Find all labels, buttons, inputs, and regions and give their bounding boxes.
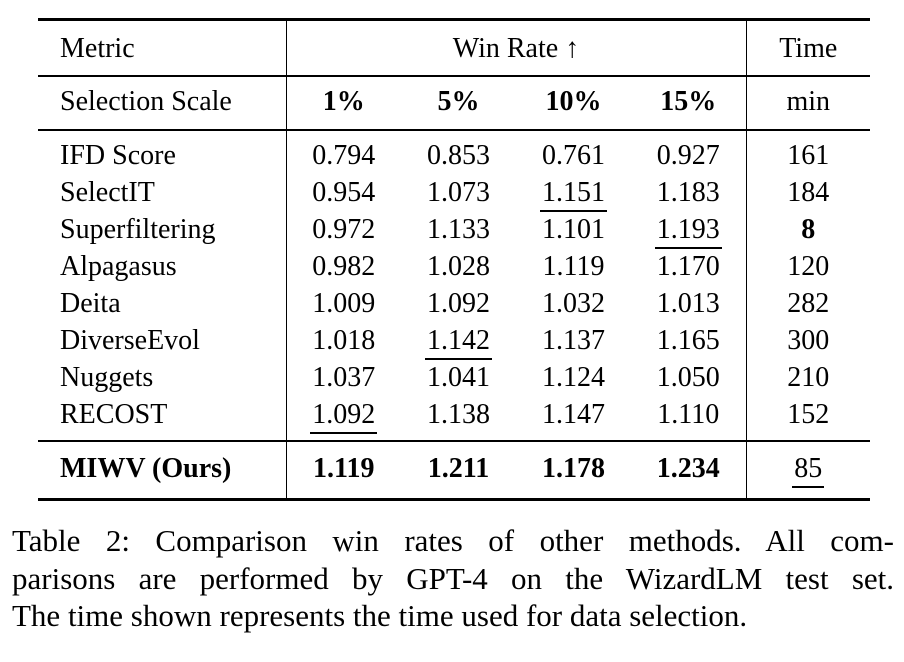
header-scale-5: 5% [401, 76, 516, 131]
win-rate-cell: 1.110 [657, 399, 720, 430]
caption-line: The time shown represents the time used … [12, 598, 748, 633]
win-rate-cell: 1.137 [542, 325, 605, 356]
win-rate-cell: 1.147 [542, 399, 605, 430]
method-name: IFD Score [38, 130, 287, 174]
win-rate-cell: 1.165 [656, 325, 720, 356]
method-name: SelectIT [38, 174, 287, 211]
up-arrow-icon: ↑ [565, 33, 580, 64]
win-rate-cell: 1.073 [427, 177, 490, 208]
win-rate-cell: 0.927 [656, 140, 720, 171]
header-time-unit: min [745, 76, 870, 131]
second-best-value: 1.142 [425, 325, 492, 360]
table-row-alpagasus: Alpagasus 0.982 1.028 1.119 1.170 120 [38, 248, 870, 285]
win-rate-cell: 1.151 [516, 174, 631, 212]
table-row-deita: Deita 1.009 1.092 1.032 1.013 282 [38, 285, 870, 322]
win-rate-cell: 1.092 [286, 396, 401, 441]
table-row-superfiltering: Superfiltering 0.972 1.133 1.101 1.193 8 [38, 211, 870, 249]
table-row-recost: RECOST 1.092 1.138 1.147 1.110 152 [38, 396, 870, 441]
header-row-scales: Selection Scale 1% 5% 10% 15% min [38, 76, 870, 131]
win-rate-cell: 1.119 [286, 440, 401, 500]
method-name: Alpagasus [38, 248, 287, 285]
win-rate-cell: 1.170 [656, 251, 720, 282]
win-rate-cell: 0.954 [312, 177, 376, 208]
win-rate-cell: 0.982 [312, 251, 376, 282]
time-cell: 120 [745, 248, 870, 285]
win-rate-cell: 1.119 [542, 251, 605, 282]
win-rate-cell: 1.028 [427, 251, 490, 282]
table-header: Metric Win Rate ↑ Time Selection Scale 1… [38, 19, 870, 131]
table-row-nuggets: Nuggets 1.037 1.041 1.124 1.050 210 [38, 359, 870, 396]
table-row-diverseevol: DiverseEvol 1.018 1.142 1.137 1.165 300 [38, 322, 870, 360]
second-best-value: 85 [792, 453, 825, 488]
header-win-rate: Win Rate ↑ [286, 19, 746, 77]
win-rate-cell: 1.138 [427, 399, 490, 430]
method-name: MIWV (Ours) [38, 440, 287, 500]
win-rate-cell: 1.041 [427, 362, 490, 393]
win-rate-cell: 1.133 [427, 214, 490, 245]
win-rate-cell: 1.211 [401, 440, 516, 500]
win-rate-cell: 1.032 [542, 288, 605, 319]
time-cell: 161 [745, 130, 870, 174]
win-rate-cell: 1.050 [656, 362, 720, 393]
time-cell: 8 [745, 211, 870, 248]
win-rate-cell: 1.178 [516, 440, 631, 500]
header-scale-10: 10% [516, 76, 631, 131]
win-rate-cell: 1.183 [656, 177, 720, 208]
caption-line: Table 2: Comparison win rates of other m… [12, 523, 894, 558]
method-name: Nuggets [38, 359, 287, 396]
header-selection-scale: Selection Scale [38, 76, 287, 131]
win-rate-cell: 1.101 [542, 214, 605, 245]
method-name: Superfiltering [38, 211, 287, 248]
method-name: Deita [38, 285, 287, 322]
time-cell: 85 [745, 440, 870, 500]
win-rate-cell: 1.013 [656, 288, 720, 319]
table-row-selectit: SelectIT 0.954 1.073 1.151 1.183 184 [38, 174, 870, 212]
win-rate-cell: 1.124 [542, 362, 605, 393]
win-rate-cell: 1.009 [312, 288, 376, 319]
header-metric: Metric [38, 19, 287, 77]
header-win-rate-label: Win Rate [452, 33, 559, 64]
ours-row-section: MIWV (Ours) 1.119 1.211 1.178 1.234 85 [38, 440, 870, 500]
second-best-value: 1.092 [310, 399, 378, 434]
win-rate-cell: 0.853 [427, 140, 490, 171]
header-scale-15: 15% [631, 76, 746, 131]
win-rate-cell: 0.794 [312, 140, 376, 171]
win-rate-cell: 1.142 [401, 322, 516, 360]
win-rate-cell: 1.018 [312, 325, 376, 356]
time-cell: 210 [745, 359, 870, 396]
table-row-ifd-score: IFD Score 0.794 0.853 0.761 0.927 161 [38, 130, 870, 174]
header-time: Time [745, 19, 870, 77]
time-cell: 282 [745, 285, 870, 322]
win-rate-cell: 1.193 [631, 211, 746, 249]
win-rate-cell: 1.234 [631, 440, 746, 500]
time-cell: 184 [745, 174, 870, 211]
table-row-miwv-ours: MIWV (Ours) 1.119 1.211 1.178 1.234 85 [38, 440, 870, 500]
method-name: RECOST [38, 396, 287, 441]
second-best-value: 1.193 [654, 214, 722, 249]
caption-line: parisons are performed by GPT-4 on the W… [12, 560, 894, 596]
results-table: Metric Win Rate ↑ Time Selection Scale 1… [38, 18, 870, 501]
method-name: DiverseEvol [38, 322, 287, 359]
win-rate-cell: 1.037 [312, 362, 376, 393]
header-scale-1: 1% [286, 76, 401, 131]
time-cell: 152 [745, 396, 870, 441]
win-rate-cell: 0.972 [312, 214, 376, 245]
second-best-value: 1.151 [540, 177, 607, 212]
table-body: IFD Score 0.794 0.853 0.761 0.927 161 Se… [38, 130, 870, 441]
time-cell: 300 [745, 322, 870, 359]
win-rate-cell: 1.092 [427, 288, 490, 319]
table-caption: Table 2: Comparison win rates of other m… [12, 522, 894, 635]
header-row-groups: Metric Win Rate ↑ Time [38, 19, 870, 77]
win-rate-cell: 0.761 [542, 140, 605, 171]
